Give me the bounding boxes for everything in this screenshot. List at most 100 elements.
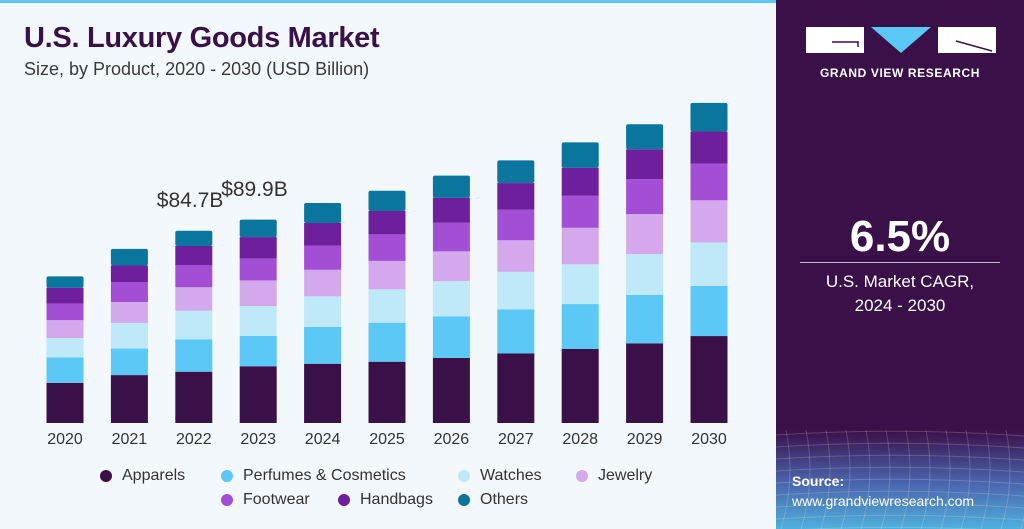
bar-2025 xyxy=(368,190,406,423)
bar-segment-jewelry-2021 xyxy=(110,302,148,323)
bar-segment-watches-2022 xyxy=(175,310,213,340)
data-label-2022: $84.7B xyxy=(156,188,224,212)
bar-segment-handbags-2021 xyxy=(110,265,148,283)
bar-segment-perfumes-cosmetics-2029 xyxy=(626,294,664,344)
bar-segment-footwear-2025 xyxy=(368,234,406,261)
bar-segment-others-2028 xyxy=(561,142,599,168)
bar-segment-apparels-2021 xyxy=(110,375,148,423)
x-tick-label: 2021 xyxy=(112,431,148,448)
bar-segment-footwear-2029 xyxy=(626,179,664,215)
bar-segment-footwear-2022 xyxy=(175,265,213,288)
bar-segment-handbags-2030 xyxy=(690,131,728,164)
bar-segment-others-2025 xyxy=(368,190,406,211)
legend-swatch xyxy=(100,470,112,482)
bar-segment-apparels-2027 xyxy=(497,353,535,423)
x-tick-label: 2030 xyxy=(691,431,727,448)
bar-segment-watches-2024 xyxy=(304,296,342,327)
bar-segment-apparels-2030 xyxy=(690,336,728,423)
bar-segment-handbags-2028 xyxy=(561,167,599,196)
legend-item-footwear: Footwear xyxy=(221,491,310,509)
bar-segment-others-2026 xyxy=(432,175,470,198)
bar-segment-jewelry-2023 xyxy=(239,280,277,307)
bar-2030 xyxy=(690,102,728,423)
legend-label: Handbags xyxy=(360,491,433,508)
x-tick-label: 2023 xyxy=(240,431,276,448)
legend-label: Jewelry xyxy=(598,467,653,484)
bar-segment-handbags-2027 xyxy=(497,183,535,210)
bar-segment-apparels-2020 xyxy=(46,382,84,423)
bar-segment-jewelry-2020 xyxy=(46,320,84,339)
legend-item-perfumes-cosmetics: Perfumes & Cosmetics xyxy=(221,467,406,485)
legend-label: Others xyxy=(480,491,529,508)
bar-segment-perfumes-cosmetics-2026 xyxy=(432,316,470,358)
legend-label: Perfumes & Cosmetics xyxy=(243,467,406,484)
bar-segment-handbags-2025 xyxy=(368,210,406,235)
legend-label: Watches xyxy=(480,467,542,484)
bar-segment-apparels-2028 xyxy=(561,348,599,423)
bar-2024 xyxy=(304,203,342,423)
bar-segment-handbags-2022 xyxy=(175,245,213,266)
bar-segment-jewelry-2027 xyxy=(497,240,535,272)
bar-segment-jewelry-2025 xyxy=(368,260,406,290)
legend-swatch xyxy=(221,494,233,506)
bar-segment-footwear-2028 xyxy=(561,195,599,228)
bar-segment-others-2020 xyxy=(46,276,84,288)
brand-name: GRAND VIEW RESEARCH xyxy=(819,66,981,80)
grid-background xyxy=(776,429,1024,529)
x-tick-label: 2022 xyxy=(176,431,212,448)
chart-subtitle: Size, by Product, 2020 - 2030 (USD Billi… xyxy=(24,59,370,79)
legend-item-jewelry: Jewelry xyxy=(576,467,652,485)
bar-2029 xyxy=(626,124,664,423)
bar-segment-others-2024 xyxy=(304,203,342,224)
bar-segment-apparels-2024 xyxy=(304,363,342,423)
bar-segment-footwear-2030 xyxy=(690,163,728,201)
bar-segment-handbags-2026 xyxy=(432,197,470,223)
bar-segment-jewelry-2024 xyxy=(304,269,342,297)
bar-2021 xyxy=(110,248,148,423)
divider xyxy=(800,262,1000,263)
bar-segment-footwear-2020 xyxy=(46,303,84,321)
bar-segment-handbags-2023 xyxy=(239,237,277,259)
brand-logo xyxy=(806,27,996,53)
bar-segment-footwear-2027 xyxy=(497,209,535,241)
bar-segment-handbags-2029 xyxy=(626,149,664,180)
bar-segment-perfumes-cosmetics-2024 xyxy=(304,326,342,364)
chart-panel: U.S. Luxury Goods Market Size, by Produc… xyxy=(0,0,776,509)
x-tick-label: 2020 xyxy=(47,431,83,448)
cagr-value: 6.5% xyxy=(849,212,951,261)
bar-segment-watches-2028 xyxy=(561,264,599,305)
bar-segment-watches-2023 xyxy=(239,306,277,336)
legend-item-watches: Watches xyxy=(458,467,542,485)
bar-segment-others-2030 xyxy=(690,102,728,132)
bar-segment-handbags-2024 xyxy=(304,223,342,246)
legend-item-apparels: Apparels xyxy=(100,467,185,485)
legend-swatch xyxy=(338,494,350,506)
bar-segment-jewelry-2022 xyxy=(175,287,213,311)
legend-swatch xyxy=(576,470,588,482)
bar-segment-watches-2030 xyxy=(690,242,728,286)
info-panel: GRAND VIEW RESEARCH 6.5% U.S. Market CAG… xyxy=(776,0,1024,529)
bar-segment-perfumes-cosmetics-2020 xyxy=(46,357,84,383)
bar-2026 xyxy=(432,175,470,423)
data-label-2023: $89.9B xyxy=(221,177,288,201)
bar-segment-watches-2026 xyxy=(432,281,470,317)
legend-label: Apparels xyxy=(122,467,186,484)
bar-segment-perfumes-cosmetics-2028 xyxy=(561,304,599,349)
bar-segment-footwear-2026 xyxy=(432,222,470,252)
cagr-period: 2024 - 2030 xyxy=(854,296,946,315)
legend-label: Footwear xyxy=(243,491,310,508)
source-label: Source: xyxy=(792,473,845,489)
bar-segment-jewelry-2028 xyxy=(561,227,599,265)
bar-segment-footwear-2023 xyxy=(239,258,277,281)
bar-segment-apparels-2026 xyxy=(432,357,470,423)
source-url[interactable]: www.grandviewresearch.com xyxy=(792,493,975,509)
bar-segment-perfumes-cosmetics-2030 xyxy=(690,285,728,337)
bar-2027 xyxy=(497,160,535,423)
bar-2028 xyxy=(561,142,599,423)
bar-segment-perfumes-cosmetics-2023 xyxy=(239,335,277,367)
bar-segment-footwear-2024 xyxy=(304,245,342,270)
bar-segment-others-2021 xyxy=(110,248,148,266)
bar-segment-perfumes-cosmetics-2021 xyxy=(110,348,148,376)
x-tick-label: 2029 xyxy=(627,431,663,448)
bar-segment-apparels-2023 xyxy=(239,366,277,423)
